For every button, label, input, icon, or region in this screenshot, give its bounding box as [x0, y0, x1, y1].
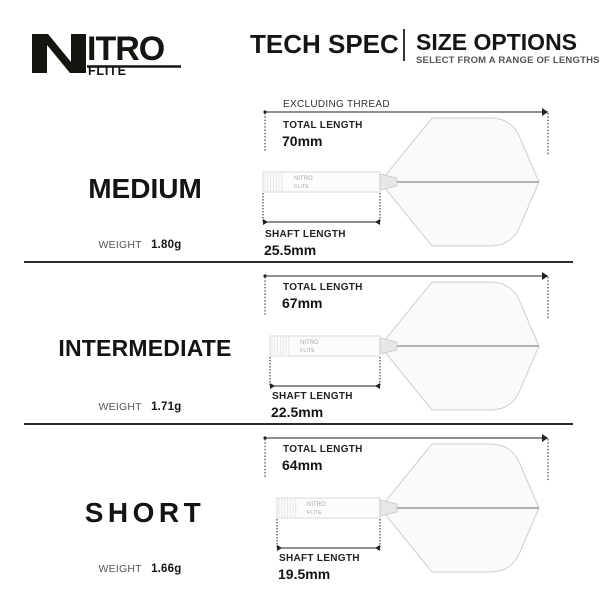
svg-text:NITRO: NITRO [307, 502, 326, 508]
svg-text:FLITE: FLITE [300, 348, 315, 354]
svg-text:NITRO: NITRO [300, 340, 319, 346]
svg-text:FLITE: FLITE [294, 184, 309, 190]
svg-text:FLITE: FLITE [307, 510, 322, 516]
svg-text:NITRO: NITRO [294, 176, 313, 182]
